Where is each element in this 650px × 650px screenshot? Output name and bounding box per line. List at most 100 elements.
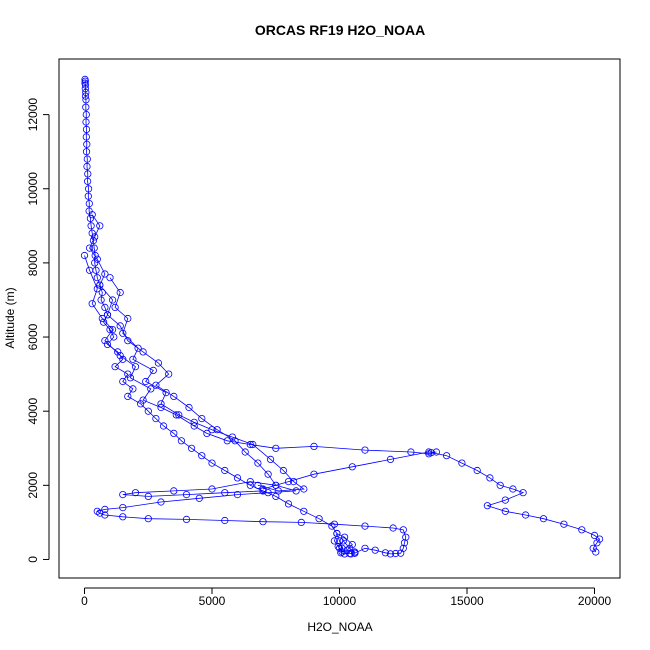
data-point <box>190 422 198 430</box>
chart-title: ORCAS RF19 H2O_NOAA <box>255 22 425 38</box>
data-point <box>91 233 99 241</box>
data-point <box>333 529 341 538</box>
data-layer <box>80 75 604 558</box>
data-point <box>334 542 342 551</box>
data-point <box>361 446 369 454</box>
data-point <box>87 222 95 230</box>
data-point <box>266 455 275 463</box>
data-point <box>259 485 267 493</box>
x-tick-label: 20000 <box>578 594 612 608</box>
data-point <box>348 463 356 471</box>
data-point <box>101 303 109 311</box>
data-point <box>182 515 191 524</box>
data-point <box>96 509 104 517</box>
data-point <box>249 440 257 449</box>
data-point <box>82 96 90 104</box>
series-4-line <box>109 277 305 492</box>
y-tick-label: 4000 <box>26 398 40 425</box>
data-point <box>310 442 318 450</box>
series-1-line <box>96 481 407 555</box>
data-point <box>195 494 203 502</box>
data-point <box>81 81 90 89</box>
data-point <box>154 359 162 367</box>
data-point <box>593 539 601 547</box>
data-point <box>129 355 137 363</box>
data-point <box>83 155 91 163</box>
data-point <box>264 489 272 497</box>
data-point <box>86 214 95 222</box>
data-point <box>82 88 90 97</box>
data-point <box>339 537 347 545</box>
x-tick-label: 5000 <box>199 594 226 608</box>
data-point <box>96 222 104 230</box>
data-point <box>246 477 254 486</box>
plot-area-frame <box>58 58 621 579</box>
data-point <box>259 518 267 526</box>
data-point <box>371 546 379 554</box>
data-point <box>119 355 127 363</box>
data-point <box>170 429 178 437</box>
data-point <box>330 520 338 528</box>
data-point <box>100 318 108 326</box>
data-point <box>82 148 91 156</box>
data-point <box>82 111 90 119</box>
data-point <box>402 533 410 541</box>
data-point <box>144 515 152 523</box>
data-point <box>106 274 114 282</box>
data-point <box>509 485 517 493</box>
y-tick-label: 6000 <box>26 323 40 350</box>
data-point <box>254 481 262 489</box>
y-tick-label: 12000 <box>26 98 40 132</box>
data-point <box>231 437 239 445</box>
data-point <box>338 548 346 556</box>
data-point <box>111 363 119 371</box>
series-2-line <box>262 451 601 553</box>
data-point <box>335 537 344 545</box>
data-point <box>272 481 280 489</box>
y-tick-label: 8000 <box>26 249 40 276</box>
data-point <box>85 200 93 208</box>
data-point <box>170 487 178 495</box>
data-point <box>496 481 504 489</box>
data-point <box>114 348 122 356</box>
data-point <box>101 511 109 519</box>
data-point <box>427 449 435 457</box>
data-point <box>88 300 96 308</box>
data-point <box>98 288 106 297</box>
y-axis-label: Altitude (m) <box>3 287 17 348</box>
data-point <box>458 459 466 467</box>
data-point <box>473 466 481 475</box>
data-point <box>139 396 147 404</box>
data-point <box>432 448 440 456</box>
data-point <box>84 170 92 178</box>
data-point <box>144 407 152 415</box>
data-point <box>223 437 231 445</box>
data-point <box>84 177 92 185</box>
data-point <box>560 520 568 528</box>
data-point <box>289 477 298 486</box>
data-point <box>165 370 173 378</box>
data-point <box>93 255 101 263</box>
data-point <box>351 548 359 556</box>
data-point <box>101 505 109 513</box>
series-5-line <box>89 214 277 486</box>
data-point <box>93 285 101 293</box>
data-point <box>124 392 132 400</box>
data-point <box>93 274 101 282</box>
data-point <box>246 481 254 489</box>
data-point <box>190 418 198 426</box>
data-point <box>297 518 305 527</box>
data-point <box>131 363 140 371</box>
data-point <box>81 92 90 100</box>
data-point <box>85 185 93 193</box>
y-tick-label: 2000 <box>26 472 40 499</box>
data-point <box>126 374 134 382</box>
data-point <box>134 344 142 352</box>
data-point <box>83 140 91 148</box>
data-point <box>86 244 94 252</box>
data-point <box>90 244 98 252</box>
data-point <box>119 490 127 499</box>
data-point <box>147 385 155 393</box>
data-point <box>110 333 118 341</box>
